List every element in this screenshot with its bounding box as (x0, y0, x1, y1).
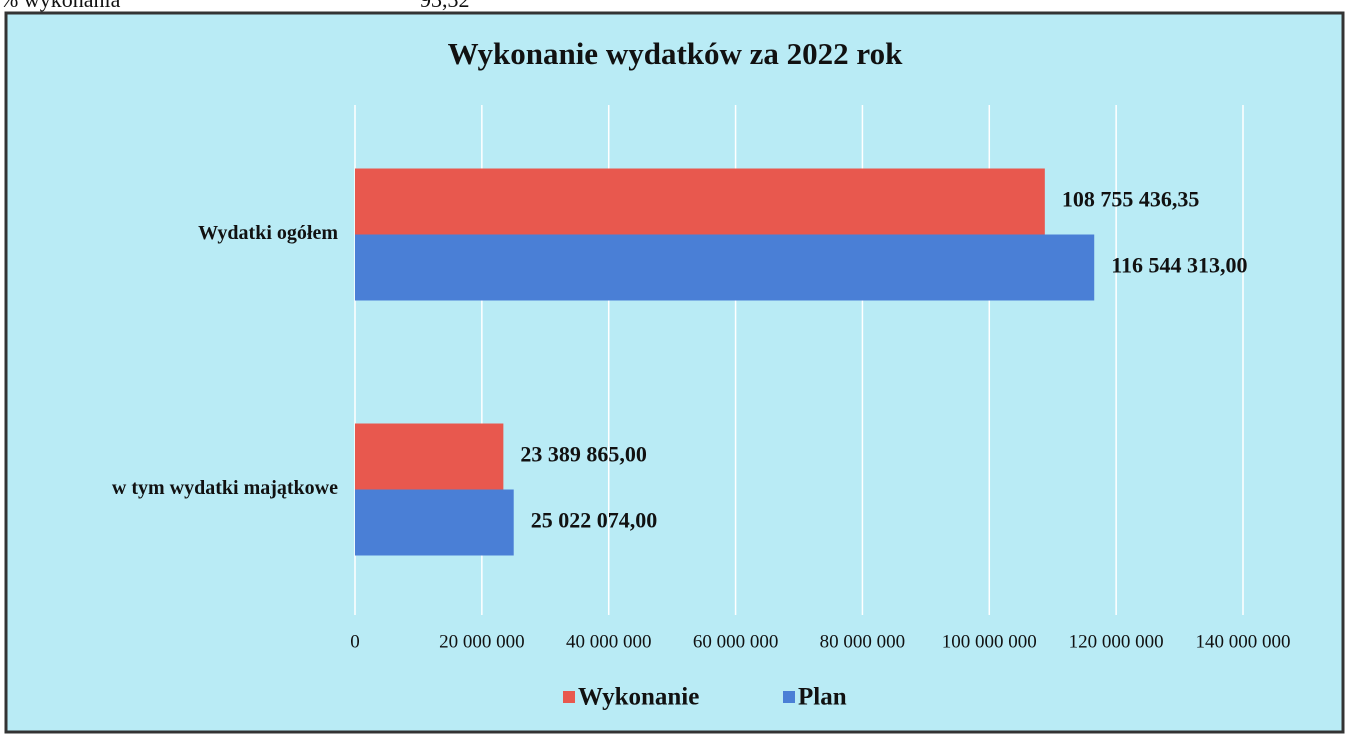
bar (355, 168, 1045, 235)
value-label: 108 755 436,35 (1062, 187, 1200, 212)
x-tick-label: 20 000 000 (439, 631, 525, 652)
legend-swatch (783, 691, 795, 703)
legend-swatch (563, 691, 575, 703)
bar (355, 234, 1095, 301)
chart-title: Wykonanie wydatków za 2022 rok (448, 36, 903, 71)
header-value: 93,32 (420, 0, 470, 12)
category-label: Wydatki ogółem (198, 222, 338, 244)
x-tick-label: 0 (350, 631, 360, 652)
x-tick-label: 40 000 000 (566, 631, 652, 652)
legend-label: Plan (798, 684, 847, 711)
x-tick-label: 80 000 000 (820, 631, 906, 652)
x-tick-label: 100 000 000 (942, 631, 1037, 652)
value-label: 116 544 313,00 (1111, 253, 1247, 278)
x-tick-label: 60 000 000 (693, 631, 779, 652)
value-label: 23 389 865,00 (520, 442, 647, 467)
x-tick-label: 120 000 000 (1069, 631, 1164, 652)
value-label: 25 022 074,00 (531, 508, 658, 533)
x-tick-label: 140 000 000 (1196, 631, 1291, 652)
category-label: w tym wydatki majątkowe (112, 477, 338, 499)
bar (355, 489, 514, 556)
bar (355, 423, 504, 490)
header-label: % wykonania (0, 0, 121, 12)
chart-frame (4, 11, 1345, 734)
legend-label: Wykonanie (578, 684, 699, 711)
